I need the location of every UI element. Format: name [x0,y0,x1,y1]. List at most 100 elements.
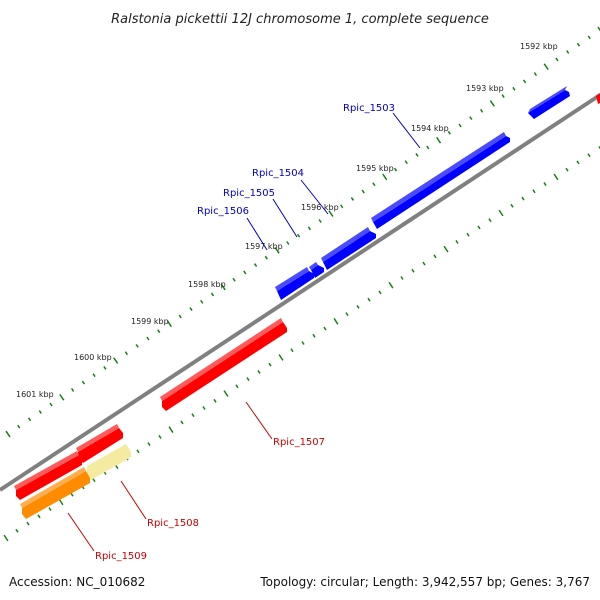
gene-arrow-edge-red[interactable] [596,93,600,104]
outer-tick [49,402,53,407]
gene-labels: Rpic_1503 Rpic_1504 Rpic_1505 Rpic_1506 … [95,103,395,562]
inner-tick [422,261,426,266]
outer-tick [479,108,484,113]
inner-tick [400,276,404,280]
gene-arrow-rpic-1508-top [76,424,119,452]
outer-tick [253,263,258,267]
gene-label-rpic-1509[interactable]: Rpic_1509 [95,551,147,562]
inner-tick [191,413,195,418]
inner-tick [455,239,459,244]
outer-tick [166,320,173,328]
tick-label-1599: 1599 kbp [131,317,169,326]
outer-tick [17,424,21,429]
outer-tick [307,226,312,231]
inner-tick [498,209,504,217]
outer-tick [426,145,430,150]
gene-arrow-rpic-1506[interactable] [277,271,314,300]
outer-tick [318,219,322,223]
outer-tick [27,417,32,422]
inner-tick [323,326,327,331]
outer-tick [157,329,161,334]
gene-arrow-rpic-1505[interactable] [311,265,324,278]
outer-tick [576,42,581,47]
outer-tick [210,292,215,297]
outer-tick [533,72,538,77]
gene-label-rpic-1508[interactable]: Rpic_1508 [147,518,199,529]
inner-tick [70,492,74,497]
leader-rpic-1503 [392,112,421,149]
leader-rpic-1508 [120,480,147,520]
outer-tick [597,26,600,32]
inner-tick [598,146,600,150]
inner-tick [136,449,140,454]
gene-arrow-pale[interactable] [87,444,131,480]
inner-tick [15,528,19,533]
gene-label-rpic-1507[interactable]: Rpic_1507 [273,437,325,448]
outer-tick [113,357,119,364]
inner-tick [37,514,41,519]
label-leaders [67,112,421,552]
inner-tick [92,478,96,483]
chromosome-backbone [0,93,600,492]
outer-tick [522,79,527,84]
inner-tick [333,317,339,325]
inner-tick [223,390,229,397]
tick-label-1601: 1601 kbp [16,390,54,399]
tick-label-1595: 1595 kbp [356,164,394,173]
inner-tick [290,348,294,353]
inner-tick [553,173,559,181]
gene-arrow-rpic-1505-top [309,262,318,270]
outer-tick [274,247,280,254]
leader-rpic-1509 [67,512,95,552]
outer-tick [393,167,398,172]
gene-arrow-rpic-1508[interactable] [78,428,123,463]
tick-label-1600: 1600 kbp [74,353,112,362]
inner-tick [168,426,174,434]
reverse-genes [14,93,600,519]
gene-arrow-rpic-1509[interactable] [22,471,90,519]
inner-tick [543,182,547,187]
outer-tick [382,173,388,181]
gene-arrow-rpic-1507[interactable] [162,322,287,411]
tick-labels: 1592 kbp 1593 kbp 1594 kbp 1595 kbp 1596… [16,42,558,399]
gene-arrow-rpic-1503-top [371,132,506,222]
outer-tick [501,94,505,99]
inner-tick [532,189,536,194]
inner-tick [345,312,349,317]
outer-tick [372,182,376,187]
inner-tick [158,434,162,439]
accession-text: Accession: NC_010682 [9,575,145,589]
gene-arrow-rpic-1504[interactable] [323,231,376,270]
gene-arrow-rpic-1503[interactable] [373,136,510,229]
gene-label-rpic-1504[interactable]: Rpic_1504 [252,168,304,179]
outer-tick [81,380,86,385]
inner-tick [576,160,580,165]
gene-label-rpic-1503[interactable]: Rpic_1503 [343,103,395,114]
inner-tick [213,398,217,403]
inner-tick [521,196,525,201]
inner-tick [466,232,470,237]
outer-tick [361,189,365,194]
inner-tick [235,384,239,389]
inner-tick [26,521,30,526]
inner-tick [147,442,151,447]
gene-label-rpic-1505[interactable]: Rpic_1505 [223,188,275,199]
outer-tick [350,197,355,201]
outer-tick [435,136,442,144]
tick-label-1594: 1594 kbp [411,124,449,133]
outer-tick [38,410,42,414]
gene-arrow-far-right[interactable] [528,90,570,119]
gene-arrow-rpic-1504-top [321,227,370,262]
inner-tick [312,333,316,338]
outer-tick [5,430,11,438]
inner-tick [378,290,382,295]
leader-rpic-1506 [246,217,268,251]
tick-label-1593: 1593 kbp [466,84,504,93]
inner-tick [510,203,514,208]
inner-tick [48,507,52,512]
outer-tick [59,393,65,401]
inner-tick [301,341,305,345]
gene-label-rpic-1506[interactable]: Rpic_1506 [197,206,249,217]
gene-arrow-left-red[interactable] [16,455,82,500]
